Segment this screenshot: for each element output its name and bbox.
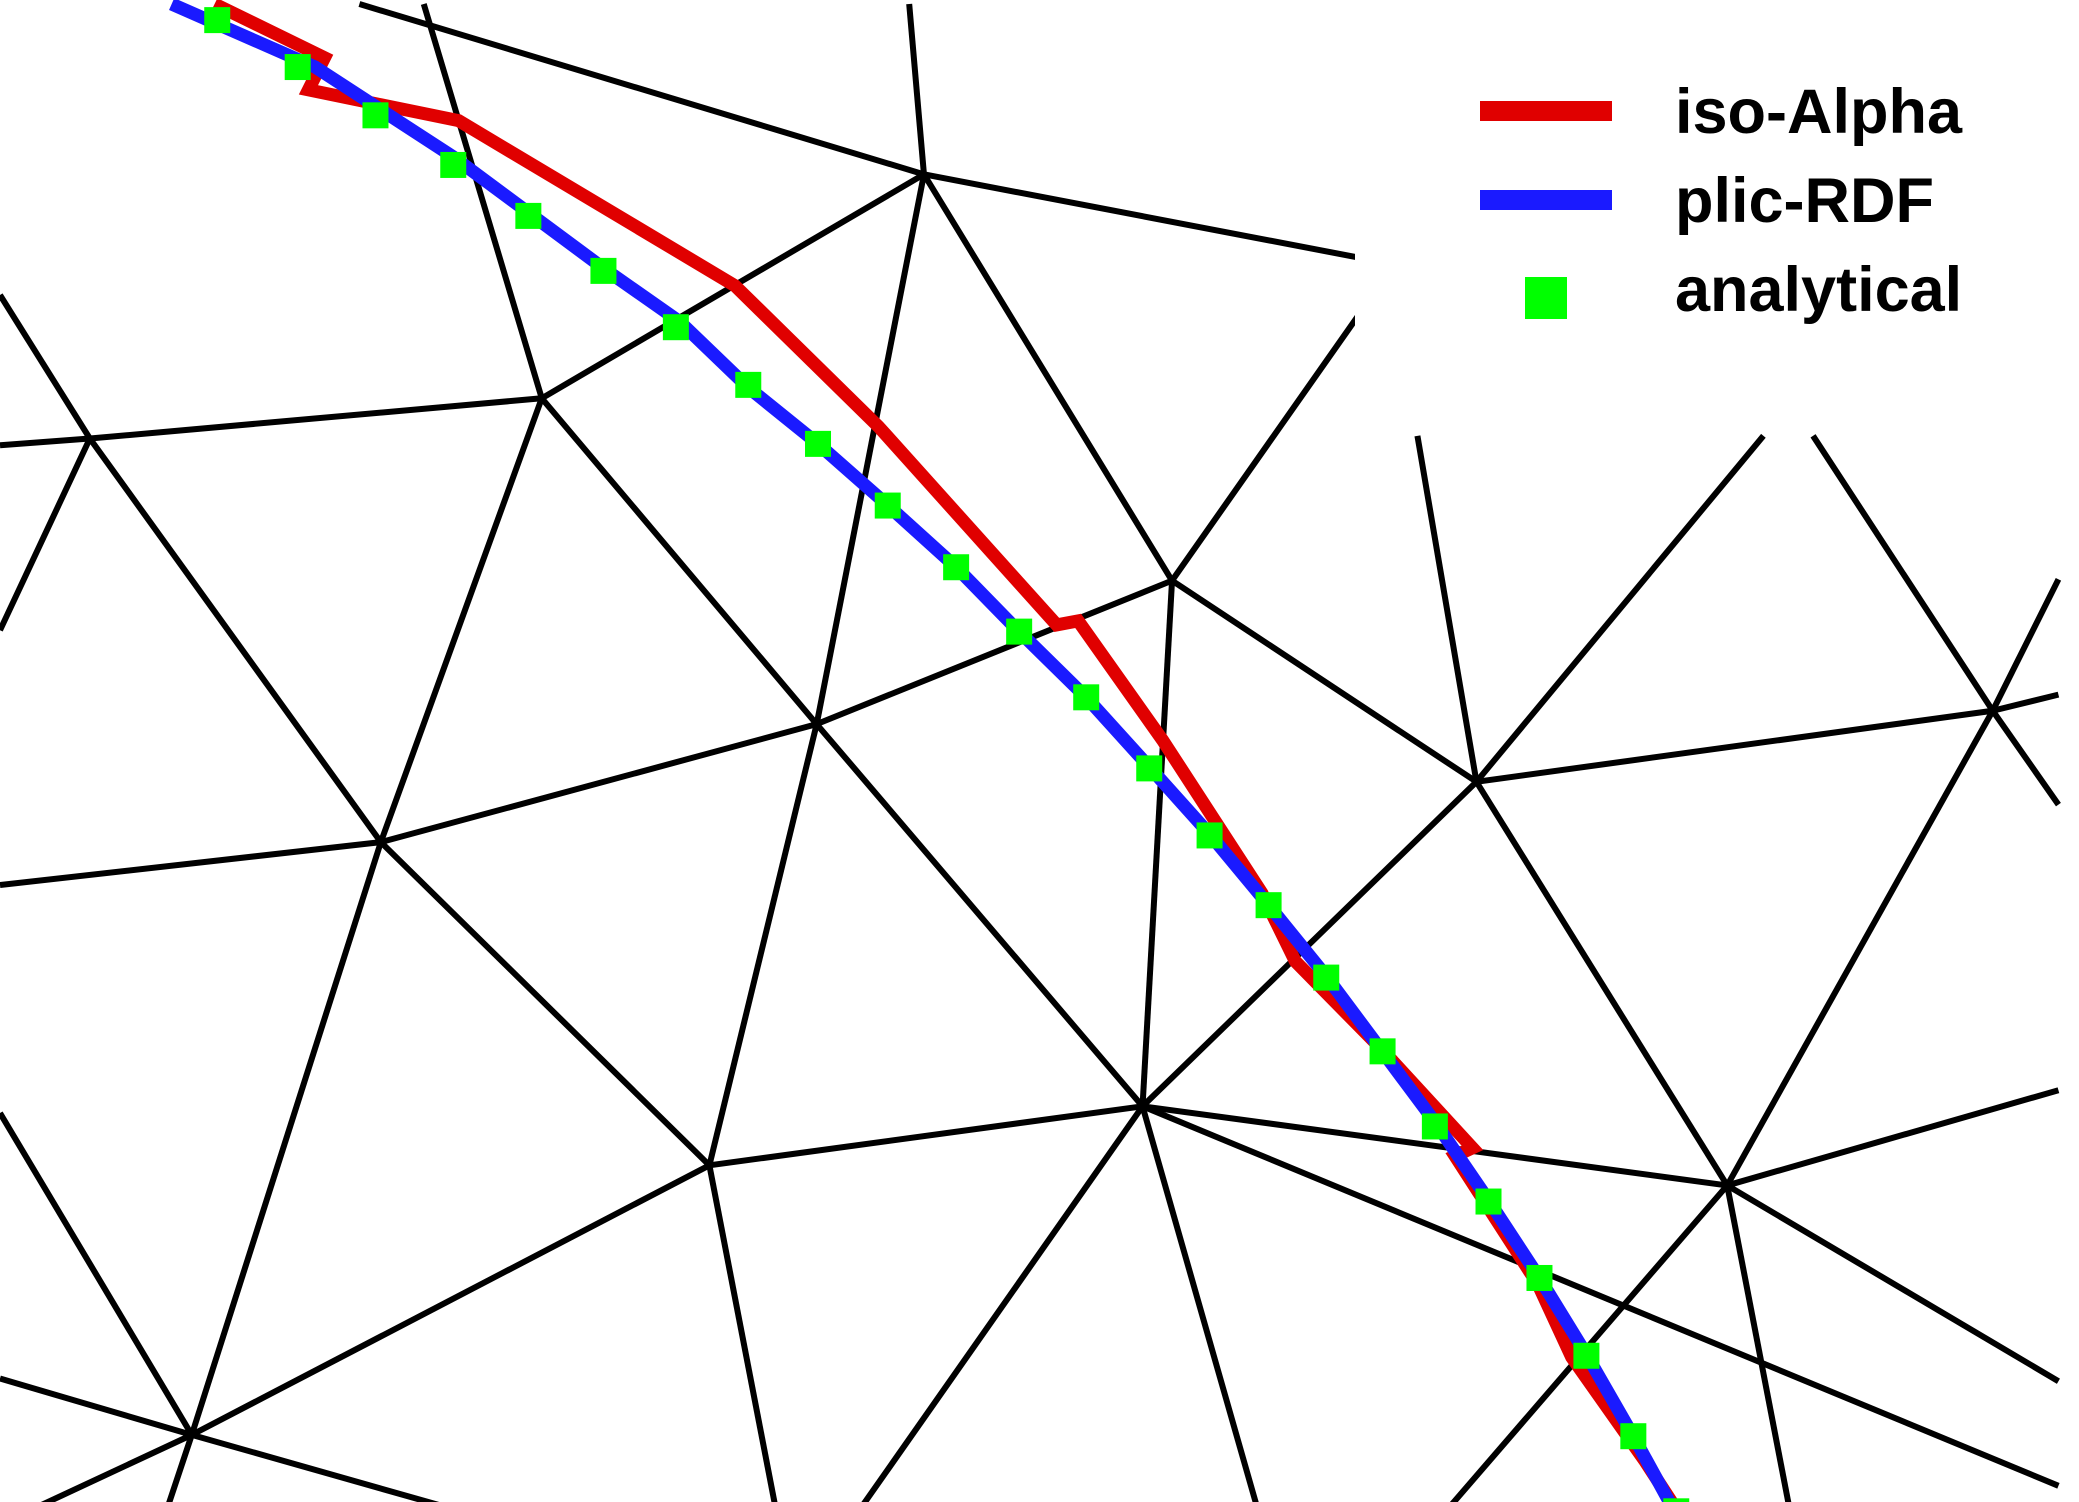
mesh-edge [1992,691,2060,714]
mesh-edge [380,721,818,846]
mesh-edge [539,396,819,727]
analytical-point [362,102,389,129]
mesh-edge [358,1,925,178]
mesh-edge [87,436,384,844]
mesh-edge [89,395,543,442]
analytical-point [1663,1498,1690,1502]
mesh-edge [1414,435,1480,783]
mesh-edge [0,435,91,449]
mesh-edge [1725,1182,2060,1384]
mesh-edge [0,1375,193,1438]
analytical-point [515,202,542,229]
mesh-edge [1141,1103,2060,1489]
analytical-point [1255,892,1282,919]
legend-analytical-swatch [1525,277,1567,319]
mesh-edge [1170,578,1479,785]
analytical-point [1369,1038,1396,1065]
mesh-edge [420,3,545,400]
analytical-point [1475,1188,1502,1215]
analytical-point [1620,1423,1647,1450]
mesh-edge [190,1431,440,1502]
legend: iso-Alpha plic-RDF analytical [1355,0,2079,432]
analytical-point [943,554,970,581]
mesh-edge [921,172,1175,583]
mesh-edge [706,1164,778,1502]
legend-background [1355,0,2079,432]
mesh-edge [1140,779,1479,1109]
mesh-edge [1476,707,1994,785]
mesh-edge [813,173,927,725]
analytical-point [1421,1113,1448,1140]
mesh-edge [0,1111,195,1437]
analytical-points-group [204,7,1690,1502]
mesh-edge [906,3,927,175]
mesh-edge [1139,1105,1259,1502]
mesh-edge [815,577,1174,727]
analytical-point [440,151,467,178]
analytical-point [1196,822,1223,849]
analytical-point [1073,684,1100,711]
analytical-point [284,54,311,81]
mesh-edge [1990,577,2062,713]
mesh-edge [1139,580,1176,1107]
mesh-edge [190,1162,711,1438]
plic-rdf-curve-group [169,0,1677,1502]
analytical-point [1526,1264,1553,1291]
mesh-edge [40,1432,194,1502]
mesh-edge [1726,1087,2060,1189]
mesh-edge [1724,1184,1792,1502]
analytical-point [662,314,689,341]
mesh-edge [708,1103,1143,1169]
legend-plic-rdf-label: plic-RDF [1675,166,1934,236]
mesh-edge [0,293,93,441]
mesh-edge [706,723,820,1167]
analytical-point [1313,964,1340,991]
analytical-point [735,371,762,398]
mesh-edge [1169,304,1368,583]
mesh-edge [1724,709,1996,1187]
analytical-point [805,430,832,457]
mesh-edge [378,397,545,844]
analytical-point [1136,755,1163,782]
mesh-edge [1810,434,1996,713]
legend-analytical-label: analytical [1675,255,1962,325]
analytical-point [1006,618,1033,645]
mesh-edge [188,841,384,1436]
mesh-edge [1473,780,1730,1188]
plic-rdf-line [169,0,1677,1502]
analytical-point [204,7,231,34]
analytical-point [874,492,901,519]
mesh-edge [1474,433,1766,784]
analytical-point [1573,1342,1600,1369]
mesh-edge [814,722,1145,1109]
mesh-edge [166,1433,195,1502]
mesh-edge [0,437,93,632]
mesh-edge [1990,709,2061,807]
analytical-point [590,257,617,284]
mesh-edge [861,1104,1145,1502]
mesh-edge [923,171,1366,262]
legend-iso-alpha-label: iso-Alpha [1675,77,1963,147]
mesh-edge [1142,1103,1728,1189]
mesh-edge [378,840,712,1168]
mesh-edge [0,839,382,889]
